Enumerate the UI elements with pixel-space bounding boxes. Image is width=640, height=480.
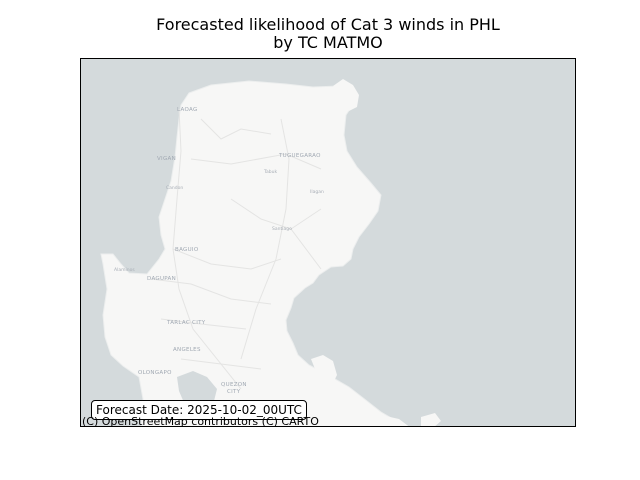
- place-quezon-city: CITY: [227, 389, 241, 395]
- place-vigan: VIGAN: [157, 156, 176, 162]
- place-tuguegarao: TUGUEGARAO: [278, 153, 321, 159]
- place-angeles: ANGELES: [173, 347, 201, 353]
- map-attribution: (C) OpenStreetMap contributors (C) CARTO: [82, 415, 319, 428]
- place-alaminos: Alaminos: [114, 267, 135, 273]
- chart-title: Forecasted likelihood of Cat 3 winds in …: [0, 16, 640, 52]
- luzon-landmass: [100, 80, 402, 426]
- forecast-date-label: Forecast Date: 2025-10-02_00UTC: [91, 400, 307, 420]
- cape-engano: [333, 79, 359, 111]
- map-panel[interactable]: LAOAG VIGAN TUGUEGARAO Tabuk Candon Ilag…: [80, 58, 576, 427]
- place-olongapo: OLONGAPO: [138, 370, 172, 376]
- chart-title-line-2: by TC MATMO: [273, 33, 383, 52]
- place-tabuk: Tabuk: [263, 169, 277, 175]
- place-santiago: Santiago: [272, 226, 292, 232]
- place-laoag: LAOAG: [177, 107, 198, 113]
- island-east-2: [364, 415, 409, 426]
- road-network: [150, 108, 322, 390]
- island-east-3: [339, 391, 351, 405]
- place-tarlac: TARLAC CITY: [166, 320, 206, 326]
- place-ilagan: Ilagan: [310, 189, 324, 195]
- basemap: LAOAG VIGAN TUGUEGARAO Tabuk Candon Ilag…: [100, 79, 441, 426]
- place-baguio: BAGUIO: [175, 247, 199, 253]
- chart-title-line-1: Forecasted likelihood of Cat 3 winds in …: [156, 15, 500, 34]
- island-east-1: [311, 355, 337, 387]
- place-quezon: QUEZON: [221, 382, 247, 388]
- place-dagupan: DAGUPAN: [147, 276, 176, 282]
- island-se: [421, 413, 441, 426]
- place-candon: Candon: [166, 185, 183, 191]
